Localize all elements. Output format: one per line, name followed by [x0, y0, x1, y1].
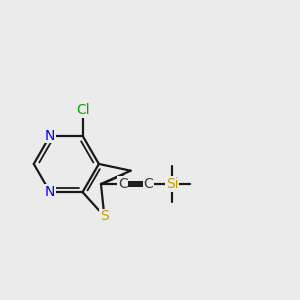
Text: C: C: [118, 177, 128, 191]
Text: Si: Si: [166, 177, 178, 191]
Text: C: C: [143, 177, 153, 191]
Text: S: S: [100, 209, 109, 223]
Text: N: N: [45, 185, 55, 199]
Text: Cl: Cl: [76, 103, 89, 117]
Text: N: N: [45, 129, 55, 143]
